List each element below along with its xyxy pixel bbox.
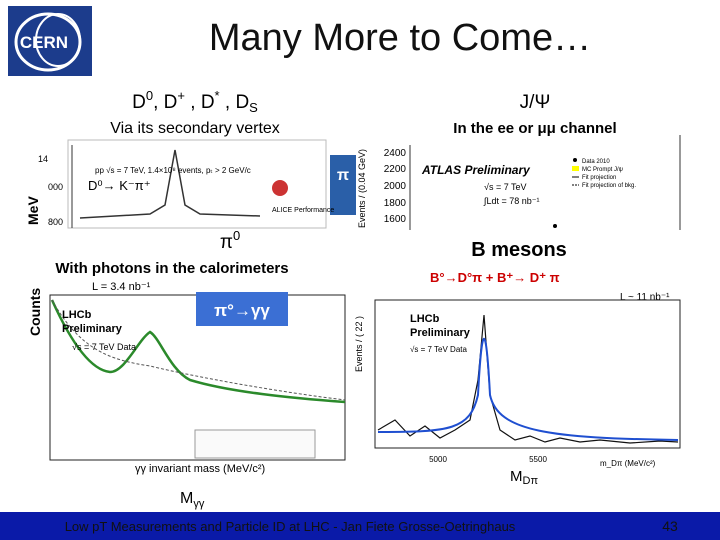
b-energy: √s = 7 TeV Data [410, 345, 467, 354]
jpsi-ytick: 2200 [384, 164, 407, 175]
jpsi-legend: Fit projection [582, 175, 616, 181]
page-number: 43 [662, 518, 678, 534]
m: M [510, 468, 523, 485]
charm-info: pp √s = 7 TeV, 1.4×10⁸ events, pₜ > 2 Ge… [95, 166, 251, 175]
h: S [249, 100, 258, 115]
jpsi-legend: Fit projection of bkg. [582, 183, 636, 189]
charm-ytick: 000 [48, 182, 63, 192]
pi0-caption: With photons in the calorimeters [55, 260, 288, 277]
h: , D [185, 92, 215, 113]
charm-experiment: ALICE Performance [272, 207, 334, 214]
jpsi-caption: In the ee or μμ channel [453, 120, 616, 137]
b-plot: B°→D°π + B⁺→ D⁺ π L ~ 11 nb⁻¹ Events / (… [354, 270, 681, 468]
jpsi-plot: 2400 2200 2000 1800 1600 Events / (0.04 … [357, 135, 683, 230]
h: π [220, 232, 233, 253]
footer-text: Low pT Measurements and Particle ID at L… [65, 519, 516, 534]
h: + [177, 88, 185, 103]
b-xtick: 5500 [529, 455, 547, 464]
pi0-energy: √s = 7 TeV Data [72, 342, 136, 352]
svg-text:π: π [337, 167, 349, 184]
title: Many More to Come… [209, 17, 591, 59]
b-xtick: 5000 [429, 455, 447, 464]
b-lumi: L ~ 11 nb⁻¹ [620, 292, 670, 303]
jpsi-ytick: 2000 [384, 181, 407, 192]
h: 0 [146, 88, 153, 103]
h: 0 [233, 228, 240, 243]
jpsi-ytick: 2400 [384, 148, 407, 159]
pi0-heading: π0 [220, 228, 240, 253]
b-heading: B mesons [471, 239, 567, 261]
charm-ytick: 800 [48, 217, 63, 227]
pi0-lumi: L = 3.4 nb⁻¹ [92, 281, 151, 293]
jpsi-energy: √s = 7 TeV [484, 182, 527, 192]
jpsi-ylabel: Events / (0.04 GeV) [357, 149, 367, 228]
charm-heading: D0, D+ , D* , DS [132, 88, 258, 115]
jpsi-legend: MC Prompt J/ψ [582, 167, 623, 173]
charm-caption: Via its secondary vertex [110, 120, 280, 137]
charm-ytick: 14 [38, 154, 48, 164]
jpsi-lumi: ∫Ldt = 78 nb⁻¹ [483, 196, 540, 206]
b-xlabel: m_Dπ (MeV/c²) [600, 459, 656, 468]
jpsi-experiment: ATLAS Preliminary [421, 163, 531, 177]
h: D [132, 92, 146, 113]
b-mass: MDπ [510, 468, 538, 487]
pi0-decay: π°→γγ [214, 301, 270, 320]
logo-text: CERN [20, 33, 68, 52]
m: γγ [193, 498, 205, 510]
b-decay: B°→D°π + B⁺→ D⁺ π [430, 270, 560, 285]
b-experiment: Preliminary [410, 327, 471, 339]
jpsi-ytick: 1600 [384, 214, 407, 225]
h: * [215, 88, 220, 103]
m: M [180, 490, 193, 507]
footer-bar [0, 512, 720, 540]
jpsi-ytick: 1800 [384, 198, 407, 209]
charm-plot: π pp √s = 7 TeV, 1.4×10⁸ events, pₜ > 2 … [25, 139, 356, 229]
pi0-experiment: LHCb [62, 309, 92, 321]
jpsi-legend: Data 2010 [582, 159, 610, 165]
pi0-ylabel: Counts [27, 288, 43, 336]
h: , D [220, 92, 250, 113]
pi0-experiment: Preliminary [62, 323, 123, 335]
b-ylabel: Events / ( 22 ) [354, 316, 364, 372]
m: Dπ [523, 475, 539, 487]
charm-yunit: MeV [25, 196, 41, 225]
pi0-plot: Counts L = 3.4 nb⁻¹ LHCb Preliminary √s … [27, 281, 346, 475]
jpsi-heading: J/Ψ [520, 92, 551, 113]
pi0-xlabel: γγ invariant mass (MeV/c²) [135, 463, 265, 475]
h: , D [153, 92, 177, 113]
b-experiment: LHCb [410, 313, 440, 325]
pi0-mass: Mγγ [180, 490, 205, 510]
charm-decay: D⁰→ K⁻π⁺ [88, 178, 151, 193]
logo: CERN [8, 6, 92, 76]
